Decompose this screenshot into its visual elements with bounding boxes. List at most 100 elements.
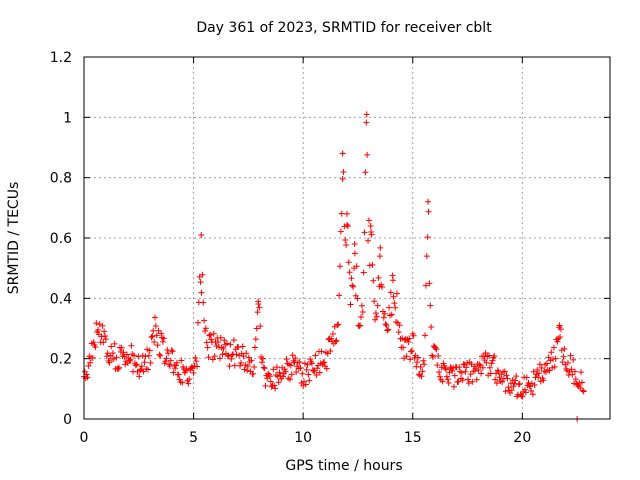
data-point bbox=[303, 366, 310, 373]
data-point bbox=[307, 356, 314, 363]
data-point bbox=[344, 223, 351, 230]
data-point bbox=[335, 321, 342, 328]
data-point bbox=[554, 338, 561, 345]
data-point bbox=[368, 228, 375, 235]
data-point bbox=[339, 176, 346, 183]
data-point bbox=[98, 333, 105, 340]
data-point bbox=[312, 352, 319, 359]
data-point bbox=[84, 374, 91, 381]
data-point bbox=[426, 280, 433, 287]
y-tick-label: 0.8 bbox=[50, 171, 72, 187]
data-point bbox=[228, 355, 235, 362]
data-point bbox=[546, 367, 553, 374]
data-point bbox=[516, 380, 523, 387]
data-point bbox=[429, 354, 436, 361]
data-point bbox=[405, 338, 412, 345]
data-point bbox=[415, 354, 422, 361]
data-point bbox=[479, 364, 486, 371]
data-point bbox=[198, 231, 205, 238]
data-point bbox=[349, 282, 356, 289]
data-point bbox=[101, 328, 108, 335]
data-point bbox=[579, 387, 586, 394]
data-point bbox=[390, 277, 397, 284]
data-point bbox=[379, 283, 386, 290]
data-point bbox=[220, 345, 227, 352]
data-point bbox=[209, 356, 216, 363]
data-point bbox=[245, 354, 252, 361]
data-point bbox=[95, 326, 102, 333]
data-point bbox=[420, 357, 427, 364]
data-point bbox=[258, 359, 265, 366]
data-point bbox=[350, 283, 357, 290]
data-point bbox=[353, 263, 360, 270]
data-point bbox=[521, 386, 528, 393]
data-point bbox=[567, 352, 574, 359]
data-point bbox=[136, 373, 143, 380]
data-point bbox=[199, 271, 206, 278]
data-point bbox=[173, 359, 180, 366]
data-point bbox=[255, 298, 262, 305]
data-point bbox=[175, 371, 182, 378]
data-point bbox=[455, 378, 462, 385]
data-point bbox=[313, 372, 320, 379]
data-point bbox=[118, 344, 125, 351]
data-point bbox=[418, 373, 425, 380]
data-point bbox=[463, 364, 470, 371]
data-point bbox=[266, 373, 273, 380]
data-point bbox=[436, 369, 443, 376]
data-point bbox=[168, 347, 175, 354]
data-point bbox=[230, 337, 237, 344]
data-point bbox=[103, 353, 110, 360]
data-point bbox=[396, 322, 403, 329]
data-point bbox=[93, 320, 100, 327]
data-point bbox=[147, 359, 154, 366]
data-point bbox=[380, 314, 387, 321]
data-point bbox=[144, 346, 151, 353]
data-point bbox=[272, 385, 279, 392]
data-point bbox=[216, 355, 223, 362]
data-point bbox=[176, 376, 183, 383]
data-point bbox=[137, 367, 144, 374]
data-point bbox=[293, 369, 300, 376]
data-point bbox=[576, 380, 583, 387]
data-point bbox=[243, 350, 250, 357]
data-point bbox=[287, 362, 294, 369]
data-point bbox=[488, 360, 495, 367]
data-point bbox=[578, 379, 585, 386]
data-point bbox=[299, 370, 306, 377]
data-point bbox=[261, 365, 268, 372]
data-point bbox=[464, 376, 471, 383]
data-point bbox=[552, 355, 559, 362]
data-point bbox=[534, 367, 541, 374]
data-point bbox=[200, 299, 207, 306]
data-point bbox=[276, 369, 283, 376]
data-point bbox=[253, 325, 260, 332]
data-point bbox=[344, 210, 350, 217]
data-point bbox=[557, 334, 564, 341]
data-point bbox=[217, 334, 224, 341]
data-point bbox=[219, 351, 226, 358]
data-point bbox=[210, 330, 217, 337]
data-point bbox=[233, 351, 240, 358]
data-point bbox=[419, 368, 426, 375]
data-point bbox=[502, 388, 509, 395]
data-point bbox=[471, 367, 478, 374]
data-point bbox=[83, 371, 90, 378]
data-point bbox=[395, 329, 402, 336]
data-point bbox=[321, 359, 328, 366]
data-point bbox=[140, 368, 147, 375]
data-point bbox=[503, 372, 510, 379]
data-point bbox=[198, 289, 205, 296]
data-point bbox=[354, 295, 361, 302]
data-point bbox=[128, 342, 135, 349]
data-point bbox=[109, 350, 116, 357]
data-point bbox=[123, 351, 130, 358]
data-point bbox=[462, 368, 469, 375]
data-point bbox=[414, 359, 421, 366]
data-point bbox=[298, 379, 305, 386]
y-tick-label: 0 bbox=[63, 412, 72, 428]
data-point bbox=[465, 380, 472, 387]
data-point bbox=[251, 344, 258, 351]
data-point bbox=[235, 344, 242, 351]
